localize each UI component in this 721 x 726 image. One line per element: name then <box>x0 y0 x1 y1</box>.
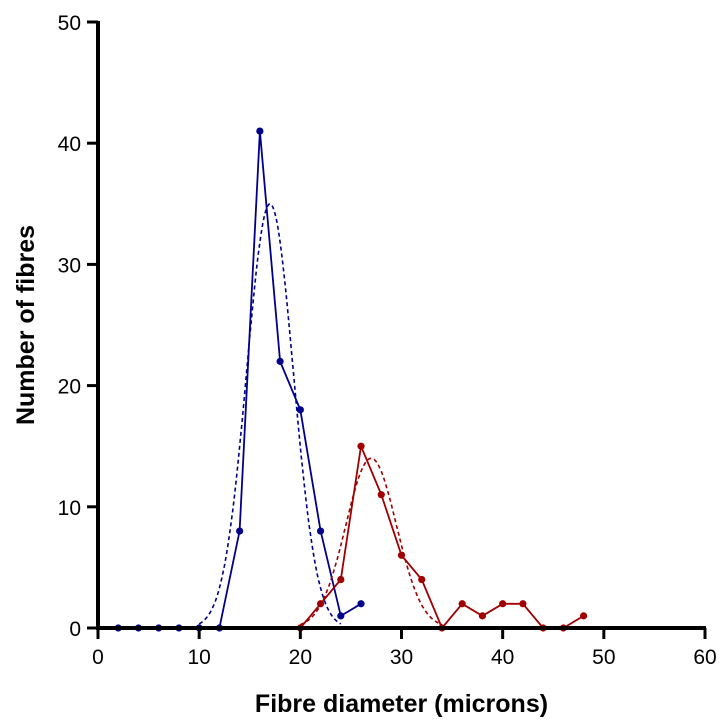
series-2-point <box>357 442 365 450</box>
x-tick-label: 0 <box>92 646 104 669</box>
series-2-point <box>499 600 507 608</box>
y-tick-label: 0 <box>69 618 81 641</box>
y-tick-label: 40 <box>58 133 81 156</box>
series-2-point <box>478 612 487 620</box>
x-tick-label: 40 <box>491 646 514 669</box>
x-axis-title: Fibre diameter (microns) <box>255 690 548 718</box>
series-2-point <box>580 612 588 620</box>
series-2-point <box>337 575 345 584</box>
series-0-line <box>118 131 362 629</box>
series-0-point <box>236 527 244 535</box>
x-tick-label: 60 <box>693 646 716 669</box>
series-0-point <box>337 612 345 620</box>
series-0-point <box>316 527 325 535</box>
x-tick-label: 50 <box>592 646 615 669</box>
x-tick-label: 20 <box>289 646 312 669</box>
y-tick-label: 30 <box>58 254 81 277</box>
series-3-fit-curve <box>300 457 443 626</box>
x-tick-label: 10 <box>187 646 210 669</box>
series-1-fit-curve <box>198 202 342 625</box>
axes: 0 10 20 30 40 50 60 0 10 20 30 40 50 <box>58 12 717 669</box>
y-tick-label: 10 <box>58 497 81 520</box>
y-tick-label: 20 <box>58 376 81 399</box>
y-axis-title: Number of fibres <box>12 225 40 425</box>
series-2-point <box>519 600 527 608</box>
series-2-point <box>458 600 466 608</box>
series-0-point <box>296 406 304 414</box>
series-0-point <box>357 600 365 608</box>
y-tick-label: 50 <box>58 12 81 35</box>
plot-area <box>114 127 588 632</box>
series-2-point <box>418 575 426 584</box>
series-2-point <box>377 491 385 499</box>
series-0-point <box>256 127 264 135</box>
x-tick-label: 30 <box>390 646 413 669</box>
series-0-point <box>276 357 284 365</box>
